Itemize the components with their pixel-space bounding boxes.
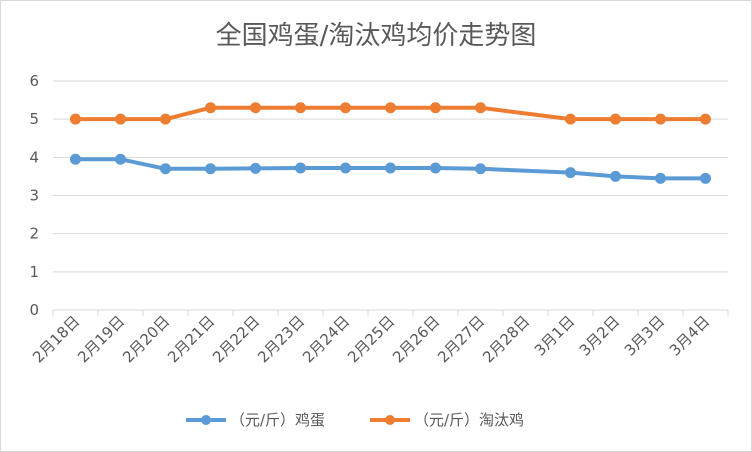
legend-label: （元/斤）淘汰鸡 — [414, 411, 524, 429]
y-tick-label: 0 — [29, 301, 39, 319]
series-lines — [70, 102, 711, 184]
x-tick-label: 2月18日 — [29, 312, 83, 366]
legend: （元/斤）鸡蛋 （元/斤）淘汰鸡 — [186, 411, 524, 429]
y-tick-label: 5 — [29, 110, 39, 128]
legend-marker — [201, 415, 211, 425]
chart-title: 全国鸡蛋/淘汰鸡均价走势图 — [216, 21, 537, 51]
data-point — [655, 113, 666, 125]
x-tick-label: 2月19日 — [74, 312, 128, 366]
data-point — [475, 102, 486, 114]
data-point — [610, 170, 621, 182]
y-tick-label: 4 — [29, 148, 39, 166]
x-tick-label: 2月22日 — [209, 312, 263, 366]
x-tick-labels: 2月18日2月19日2月20日2月21日2月22日2月23日2月24日2月25日… — [29, 312, 713, 366]
series-0 — [70, 153, 711, 184]
x-tick-label: 2月24日 — [299, 312, 353, 366]
data-point — [385, 102, 396, 114]
data-point — [160, 113, 171, 125]
data-point — [385, 162, 396, 174]
x-tick-label: 2月27日 — [434, 312, 488, 366]
x-tick-label: 2月21日 — [164, 312, 218, 366]
data-point — [295, 162, 306, 174]
data-point — [655, 172, 666, 184]
series-1 — [70, 102, 711, 125]
data-point — [565, 113, 576, 125]
data-point — [115, 113, 126, 125]
y-tick-label: 6 — [29, 72, 39, 90]
data-point — [70, 113, 81, 125]
legend-label: （元/斤）鸡蛋 — [230, 411, 325, 429]
data-point — [340, 102, 351, 114]
data-point — [610, 113, 621, 125]
data-point — [295, 102, 306, 114]
x-tick-label: 3月2日 — [576, 312, 623, 359]
series-line — [73, 157, 708, 181]
y-tick-label: 1 — [29, 263, 39, 281]
data-point — [250, 102, 261, 114]
x-tick-label: 2月20日 — [119, 312, 173, 366]
data-point — [205, 163, 216, 175]
grid-lines — [52, 80, 729, 316]
data-point — [340, 162, 351, 174]
legend-marker — [385, 415, 395, 425]
x-tick-label: 2月26日 — [389, 312, 443, 366]
data-point — [475, 163, 486, 175]
x-tick-label: 3月3日 — [621, 312, 668, 359]
data-point — [115, 153, 126, 165]
data-point — [160, 163, 171, 175]
x-tick-label: 2月25日 — [344, 312, 398, 366]
x-tick-label: 2月23日 — [254, 312, 308, 366]
data-point — [205, 102, 216, 114]
x-tick-label: 3月1日 — [531, 312, 578, 359]
y-tick-label: 3 — [29, 187, 39, 205]
data-point — [700, 113, 711, 125]
y-tick-label: 2 — [29, 225, 39, 243]
data-point — [430, 162, 441, 174]
x-tick-label: 3月4日 — [666, 312, 713, 359]
series-line — [73, 105, 708, 122]
data-point — [70, 153, 81, 165]
x-tick-label: 2月28日 — [479, 312, 533, 366]
data-point — [430, 102, 441, 114]
data-point — [700, 172, 711, 184]
data-point — [250, 162, 261, 174]
data-point — [565, 167, 576, 179]
y-tick-labels: 0 1 2 3 4 5 6 — [29, 72, 39, 319]
